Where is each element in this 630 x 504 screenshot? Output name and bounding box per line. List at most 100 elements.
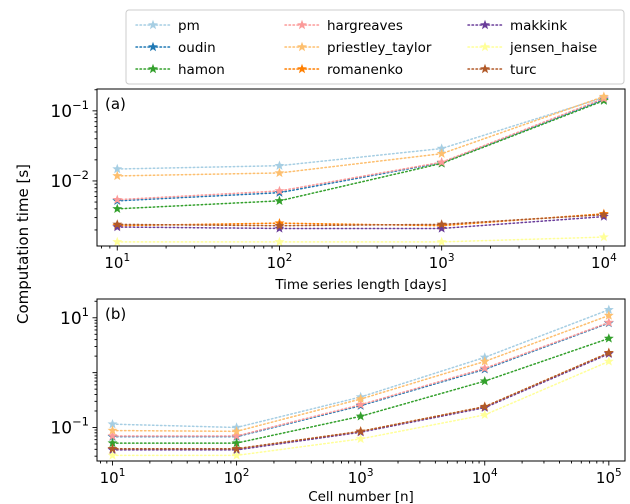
legend-marker — [148, 41, 158, 52]
data-point — [274, 236, 285, 247]
plot-frame — [96, 88, 626, 247]
shared-y-axis-label: Computation time [s] — [14, 164, 32, 324]
legend-item-priestley-taylor: priestley_taylor — [284, 40, 432, 56]
data-point — [112, 236, 123, 247]
legend: pm oudin hamon hargreaves priestley_taylorro… — [125, 9, 625, 85]
data-point — [231, 450, 242, 460]
legend-marker — [148, 19, 158, 30]
panel-label: (b) — [105, 305, 126, 323]
legend-item-hargreaves: hargreaves — [284, 18, 403, 34]
data-point — [603, 333, 614, 343]
legend-item-jensen-haise: jensen_haise — [467, 40, 597, 56]
data-point — [603, 356, 614, 366]
legend-label: priestley_taylor — [327, 40, 432, 56]
legend-item-pm: pm — [135, 18, 200, 34]
data-point — [274, 195, 285, 206]
series-line-turc — [116, 213, 605, 227]
y-tick-label: 10−1 — [50, 414, 89, 438]
data-point — [112, 219, 123, 229]
y-axis: 10−1 101 — [50, 300, 97, 457]
series-line-hargreaves — [111, 321, 610, 437]
data-point — [603, 347, 614, 357]
data-point — [107, 437, 118, 448]
x-tick-label: 102 — [267, 252, 293, 272]
legend-marker — [480, 19, 490, 30]
series-jensen-haise — [112, 231, 609, 247]
data-point — [355, 433, 366, 444]
legend-label: romanenko — [327, 62, 403, 78]
series-pm — [112, 92, 609, 174]
legend-marker — [480, 63, 490, 74]
x-tick-label: 101 — [100, 467, 126, 487]
legend-marker — [297, 19, 307, 30]
data-point — [231, 430, 242, 441]
data-point — [231, 426, 242, 436]
data-point — [107, 443, 118, 453]
data-point — [598, 91, 609, 101]
x-tick-label: 101 — [104, 252, 130, 272]
x-tick-label: 103 — [429, 252, 455, 272]
series-line-hamon — [116, 99, 605, 210]
legend-item-makkink: makkink — [467, 18, 567, 34]
data-point — [355, 393, 366, 404]
series-turc — [112, 209, 609, 230]
data-point — [107, 418, 118, 429]
data-point — [598, 209, 609, 219]
x-axis-label: Cell number [n] — [308, 489, 414, 504]
series-line-oudin — [116, 98, 605, 202]
data-point — [603, 317, 614, 327]
data-point — [231, 437, 242, 448]
series-jensen-haise — [107, 356, 614, 460]
series-hargreaves — [107, 317, 614, 441]
series-line-jensen-haise — [116, 236, 605, 243]
data-point — [603, 310, 614, 320]
data-point — [355, 411, 366, 421]
legend-label: hargreaves — [327, 18, 403, 34]
series-line-pm — [111, 309, 610, 429]
data-point — [436, 236, 447, 247]
data-point — [274, 160, 285, 170]
panel-a: 101 102 103 104 Time series length [days] 10−… — [50, 88, 626, 293]
data-point — [107, 430, 118, 441]
series-priestley-taylor — [107, 310, 614, 436]
data-point — [436, 157, 447, 167]
data-point — [274, 167, 285, 178]
y-tick-label: 10−2 — [50, 168, 89, 192]
data-point — [479, 409, 490, 420]
legend-marker — [297, 63, 307, 74]
x-axis-label: Time series length [days] — [274, 277, 446, 293]
legend-label: turc — [510, 62, 537, 78]
data-point — [112, 170, 123, 181]
legend-label: hamon — [178, 62, 225, 78]
data-point — [603, 304, 614, 314]
x-tick-label: 103 — [348, 467, 374, 487]
series-turc — [107, 347, 614, 453]
x-tick-label: 104 — [472, 467, 498, 487]
y-axis: 10−2 10−1 — [50, 89, 97, 231]
data-point — [436, 143, 447, 153]
data-point — [436, 148, 447, 158]
x-tick-label: 102 — [224, 467, 250, 487]
x-axis: 101 102 103 104 105 Cell number [n] — [100, 461, 622, 504]
data-point — [231, 443, 242, 453]
series-oudin — [107, 317, 614, 441]
x-tick-label: 104 — [591, 252, 617, 272]
legend-item-oudin: oudin — [135, 40, 216, 56]
panel-b: 101 102 103 104 105 Cell number [n] 10−1 101 (b) — [50, 298, 626, 504]
panel-label: (a) — [105, 95, 126, 113]
y-tick-label: 101 — [60, 305, 89, 329]
series-line-makkink — [116, 215, 605, 230]
series-hargreaves — [112, 93, 609, 204]
data-point — [598, 231, 609, 242]
x-tick-label: 105 — [596, 467, 622, 487]
series-line-jensen-haise — [111, 360, 610, 457]
legend-label: jensen_haise — [509, 40, 597, 56]
legend-item-turc: turc — [467, 62, 537, 78]
legend-label: oudin — [178, 40, 216, 56]
legend-marker — [297, 41, 307, 52]
data-point — [355, 426, 366, 436]
series-oudin — [112, 94, 609, 206]
data-point — [107, 425, 118, 435]
data-point — [479, 363, 490, 373]
